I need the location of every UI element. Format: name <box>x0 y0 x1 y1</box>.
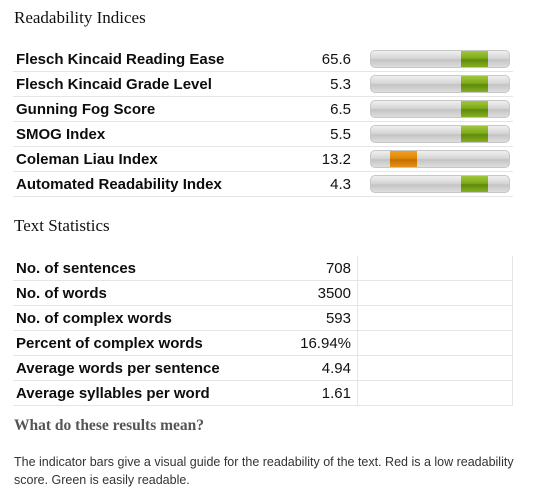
index-label: Flesch Kincaid Reading Ease <box>16 51 225 68</box>
readability-table: Flesch Kincaid Reading Ease 65.6 Flesch … <box>13 47 513 197</box>
stat-value: 4.94 <box>321 360 351 377</box>
index-label: Gunning Fog Score <box>16 101 156 118</box>
readability-row: SMOG Index 5.5 <box>13 122 513 147</box>
index-label: Automated Readability Index <box>16 176 222 193</box>
column-divider <box>512 256 513 406</box>
indicator-bar <box>370 100 510 118</box>
readability-row: Automated Readability Index 4.3 <box>13 172 513 197</box>
indicator-bar <box>370 175 510 193</box>
indicator-bar <box>370 125 510 143</box>
indicator-bar <box>370 150 510 168</box>
stat-label: No. of words <box>16 285 107 302</box>
indicator-marker <box>389 151 417 167</box>
indicator-marker <box>461 101 489 117</box>
meaning-text: The indicator bars give a visual guide f… <box>14 455 514 487</box>
index-value: 5.5 <box>330 126 351 143</box>
statistics-row: Average syllables per word 1.61 <box>13 381 513 406</box>
index-label: SMOG Index <box>16 126 106 143</box>
statistics-row: Percent of complex words 16.94% <box>13 331 513 356</box>
indicator-marker <box>461 126 489 142</box>
index-value: 13.2 <box>321 151 351 168</box>
stat-label: Percent of complex words <box>16 335 203 352</box>
readability-row: Flesch Kincaid Grade Level 5.3 <box>13 72 513 97</box>
index-value: 5.3 <box>330 76 351 93</box>
stat-label: Average syllables per word <box>16 385 210 402</box>
stat-value: 593 <box>325 310 351 327</box>
stat-value: 708 <box>325 260 351 277</box>
statistics-row: No. of complex words 593 <box>13 306 513 331</box>
index-value: 6.5 <box>330 101 351 118</box>
readability-row: Gunning Fog Score 6.5 <box>13 97 513 122</box>
indicator-bar <box>370 75 510 93</box>
index-value: 65.6 <box>321 51 351 68</box>
stat-value: 16.94% <box>300 335 351 352</box>
statistics-table: No. of sentences 708 No. of words 3500 N… <box>13 256 513 406</box>
statistics-row: No. of words 3500 <box>13 281 513 306</box>
index-label: Flesch Kincaid Grade Level <box>16 76 212 93</box>
indicator-marker <box>461 76 489 92</box>
indicator-marker <box>461 176 489 192</box>
stat-label: No. of sentences <box>16 260 137 277</box>
column-divider <box>357 256 358 406</box>
stat-label: Average words per sentence <box>16 360 220 377</box>
meaning-title: What do these results mean? <box>14 417 205 434</box>
index-label: Coleman Liau Index <box>16 151 158 168</box>
indicator-bar <box>370 50 510 68</box>
statistics-row: No. of sentences 708 <box>13 256 513 281</box>
readability-title: Readability Indices <box>14 8 146 27</box>
readability-row: Flesch Kincaid Reading Ease 65.6 <box>13 47 513 72</box>
indicator-marker <box>461 51 489 67</box>
stat-value: 3500 <box>317 285 351 302</box>
statistics-row: Average words per sentence 4.94 <box>13 356 513 381</box>
index-value: 4.3 <box>330 176 351 193</box>
statistics-title: Text Statistics <box>14 216 110 235</box>
stat-value: 1.61 <box>321 385 351 402</box>
readability-row: Coleman Liau Index 13.2 <box>13 147 513 172</box>
stat-label: No. of complex words <box>16 310 172 327</box>
